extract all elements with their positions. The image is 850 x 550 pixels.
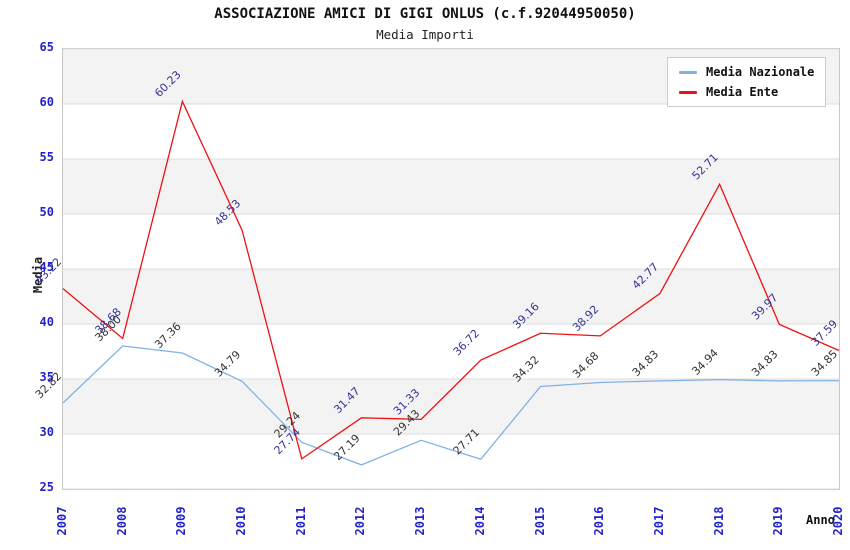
x-tick-label: 2017 <box>651 506 666 536</box>
svg-text:37.36: 37.36 <box>152 320 183 351</box>
x-tick-label: 2013 <box>413 506 428 536</box>
y-tick-label: 35 <box>39 370 54 384</box>
legend-line-swatch-icon <box>679 70 697 74</box>
plot-area: 32.82 38.00 37.36 34.79 29.24 27.19 29.43 27.71… <box>33 48 840 490</box>
svg-text:34.94: 34.94 <box>689 346 720 377</box>
x-tick-label: 2015 <box>532 506 547 536</box>
svg-text:42.77: 42.77 <box>630 260 661 291</box>
y-tick-label: 45 <box>39 260 54 274</box>
y-tick-label: 65 <box>39 40 54 54</box>
legend-item: Media Ente <box>679 85 814 99</box>
x-axis-title: Anno <box>806 513 835 527</box>
chart-title: ASSOCIAZIONE AMICI DI GIGI ONLUS (c.f.92… <box>214 6 636 22</box>
x-tick-label: 2010 <box>234 506 249 536</box>
svg-text:39.16: 39.16 <box>510 300 541 331</box>
svg-text:34.68: 34.68 <box>570 349 601 380</box>
x-tick-label: 2008 <box>114 506 129 536</box>
svg-text:38.92: 38.92 <box>570 303 601 334</box>
svg-text:39.97: 39.97 <box>749 291 780 322</box>
legend-item: Media Nazionale <box>679 65 814 79</box>
y-tick-label: 40 <box>39 315 54 329</box>
svg-text:34.83: 34.83 <box>749 348 780 379</box>
y-tick-label: 30 <box>39 425 54 439</box>
x-tick-label: 2014 <box>472 506 487 536</box>
svg-text:60.23: 60.23 <box>152 68 183 99</box>
svg-text:27.19: 27.19 <box>331 432 362 463</box>
x-tick-label: 2009 <box>174 506 189 536</box>
svg-text:52.71: 52.71 <box>689 151 720 182</box>
svg-text:36.72: 36.72 <box>451 327 482 358</box>
legend-label: Media Ente <box>706 85 779 99</box>
x-tick-label: 2018 <box>711 506 726 536</box>
svg-text:34.32: 34.32 <box>510 353 541 384</box>
svg-text:34.83: 34.83 <box>630 348 661 379</box>
legend: Media Nazionale Media Ente <box>667 57 827 107</box>
x-tick-label: 2019 <box>771 506 786 536</box>
x-tick-label: 2012 <box>353 506 368 536</box>
legend-line-swatch-icon <box>679 90 697 94</box>
svg-text:27.71: 27.71 <box>451 426 482 457</box>
y-tick-label: 50 <box>39 205 54 219</box>
legend-label: Media Nazionale <box>706 65 815 79</box>
svg-text:31.47: 31.47 <box>331 385 362 416</box>
y-tick-label: 60 <box>39 95 54 109</box>
y-tick-label: 55 <box>39 150 54 164</box>
x-tick-label: 2011 <box>293 506 308 536</box>
y-tick-label: 25 <box>39 480 54 494</box>
x-tick-label: 2016 <box>592 506 607 536</box>
svg-text:34.85: 34.85 <box>809 347 840 378</box>
chart-subtitle: Media Importi <box>376 27 474 42</box>
x-tick-label: 2007 <box>55 506 69 536</box>
